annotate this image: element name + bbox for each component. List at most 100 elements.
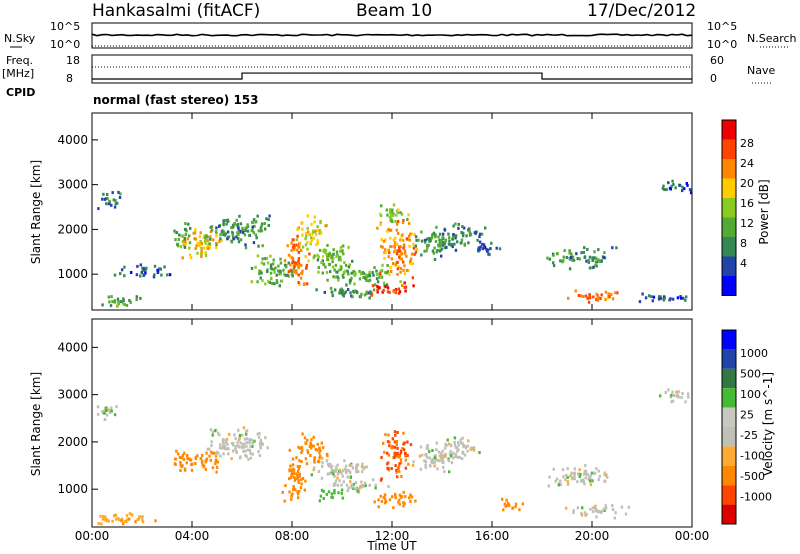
heatmap-cell — [376, 288, 379, 292]
heatmap-cell — [307, 233, 311, 237]
nsearch-tick-bottom: 10^0 — [707, 38, 737, 51]
heatmap-cell — [587, 477, 590, 481]
heatmap-cell — [448, 236, 451, 240]
heatmap-cell — [297, 479, 300, 482]
heatmap-cell — [438, 458, 441, 462]
heatmap-cell — [408, 244, 411, 248]
heatmap-cell — [209, 428, 213, 432]
heatmap-cell — [573, 477, 576, 481]
heatmap-cell — [350, 276, 353, 280]
heatmap-cell — [385, 283, 389, 287]
x-tick-label: 12:00 — [375, 529, 410, 543]
heatmap-cell — [108, 300, 111, 304]
heatmap-cell — [383, 501, 387, 505]
heatmap-cell — [342, 244, 345, 248]
heatmap-cell — [333, 491, 336, 495]
heatmap-cell — [228, 432, 231, 436]
heatmap-cell — [301, 245, 305, 249]
heatmap-cell — [291, 245, 295, 249]
heatmap-cell — [222, 219, 225, 223]
heatmap-cell — [295, 456, 298, 460]
heatmap-cell — [411, 463, 415, 467]
heatmap-cell — [371, 271, 374, 275]
heatmap-cell — [661, 186, 665, 190]
heatmap-cell — [183, 227, 187, 231]
heatmap-cell — [291, 274, 294, 278]
heatmap-cell — [572, 258, 576, 262]
heatmap-cell — [297, 244, 300, 248]
heatmap-cell — [184, 468, 187, 472]
heatmap-cell — [434, 458, 438, 462]
heatmap-cell — [260, 261, 264, 265]
heatmap-cell — [107, 202, 111, 206]
heatmap-cell — [204, 241, 207, 245]
heatmap-cell — [439, 248, 442, 252]
heatmap-cell — [345, 470, 348, 474]
heatmap-cell — [297, 281, 300, 284]
heatmap-cell — [333, 488, 336, 492]
heatmap-cell — [395, 443, 398, 446]
heatmap-cell — [586, 473, 589, 477]
heatmap-cell — [220, 230, 223, 234]
heatmap-cell — [358, 269, 361, 273]
heatmap-cell — [255, 236, 258, 240]
heatmap-cell — [109, 304, 113, 308]
heatmap-cell — [665, 188, 668, 192]
heatmap-cell — [381, 263, 384, 267]
heatmap-cell — [384, 248, 387, 252]
heatmap-cell — [182, 457, 186, 461]
heatmap-cell — [376, 290, 379, 294]
heatmap-cell — [441, 455, 444, 459]
heatmap-cell — [394, 220, 397, 223]
heatmap-cell — [182, 243, 186, 247]
heatmap-cell — [106, 197, 109, 201]
heatmap-cell — [348, 281, 352, 285]
heatmap-cell — [294, 269, 298, 273]
heatmap-cell — [397, 454, 401, 458]
heatmap-cell — [238, 214, 241, 218]
heatmap-cell — [424, 238, 427, 242]
heatmap-cell — [329, 286, 333, 290]
heatmap-cell — [448, 239, 451, 243]
heatmap-cell — [246, 448, 250, 452]
heatmap-cell — [564, 478, 567, 481]
heatmap-cell — [209, 458, 212, 462]
heatmap-cell — [431, 249, 435, 253]
heatmap-cell — [300, 248, 303, 252]
heatmap-cell — [200, 246, 203, 250]
heatmap-cell — [429, 464, 432, 468]
heatmap-cell — [214, 462, 217, 466]
heatmap-cell — [179, 460, 182, 464]
heatmap-cell — [267, 224, 270, 227]
heatmap-cell — [326, 258, 330, 262]
heatmap-cell — [349, 279, 352, 283]
heatmap-cell — [379, 212, 382, 216]
heatmap-cell — [257, 435, 261, 439]
heatmap-cell — [597, 469, 600, 473]
heatmap-cell — [292, 243, 296, 247]
heatmap-cell — [306, 214, 309, 218]
y-tick-label: 1000 — [57, 482, 88, 496]
heatmap-cell — [686, 392, 690, 396]
heatmap-cell — [388, 215, 392, 219]
heatmap-cell — [337, 268, 341, 272]
heatmap-cell — [652, 295, 656, 299]
heatmap-cell — [518, 508, 521, 512]
heatmap-cell — [394, 494, 397, 498]
heatmap-cell — [113, 273, 117, 277]
heatmap-cell — [398, 469, 401, 473]
heatmap-cell — [428, 450, 431, 454]
y-tick-label: 2000 — [57, 435, 88, 449]
heatmap-cell — [365, 465, 368, 469]
heatmap-cell — [230, 226, 233, 230]
heatmap-cell — [202, 235, 205, 239]
heatmap-cell — [322, 249, 325, 253]
heatmap-cell — [321, 456, 324, 460]
heatmap-cell — [181, 464, 184, 468]
heatmap-cell — [243, 437, 246, 441]
heatmap-cell — [387, 228, 390, 231]
heatmap-cell — [508, 503, 511, 507]
heatmap-cell — [186, 237, 189, 241]
heatmap-cell — [620, 505, 624, 509]
heatmap-cell — [295, 271, 298, 275]
